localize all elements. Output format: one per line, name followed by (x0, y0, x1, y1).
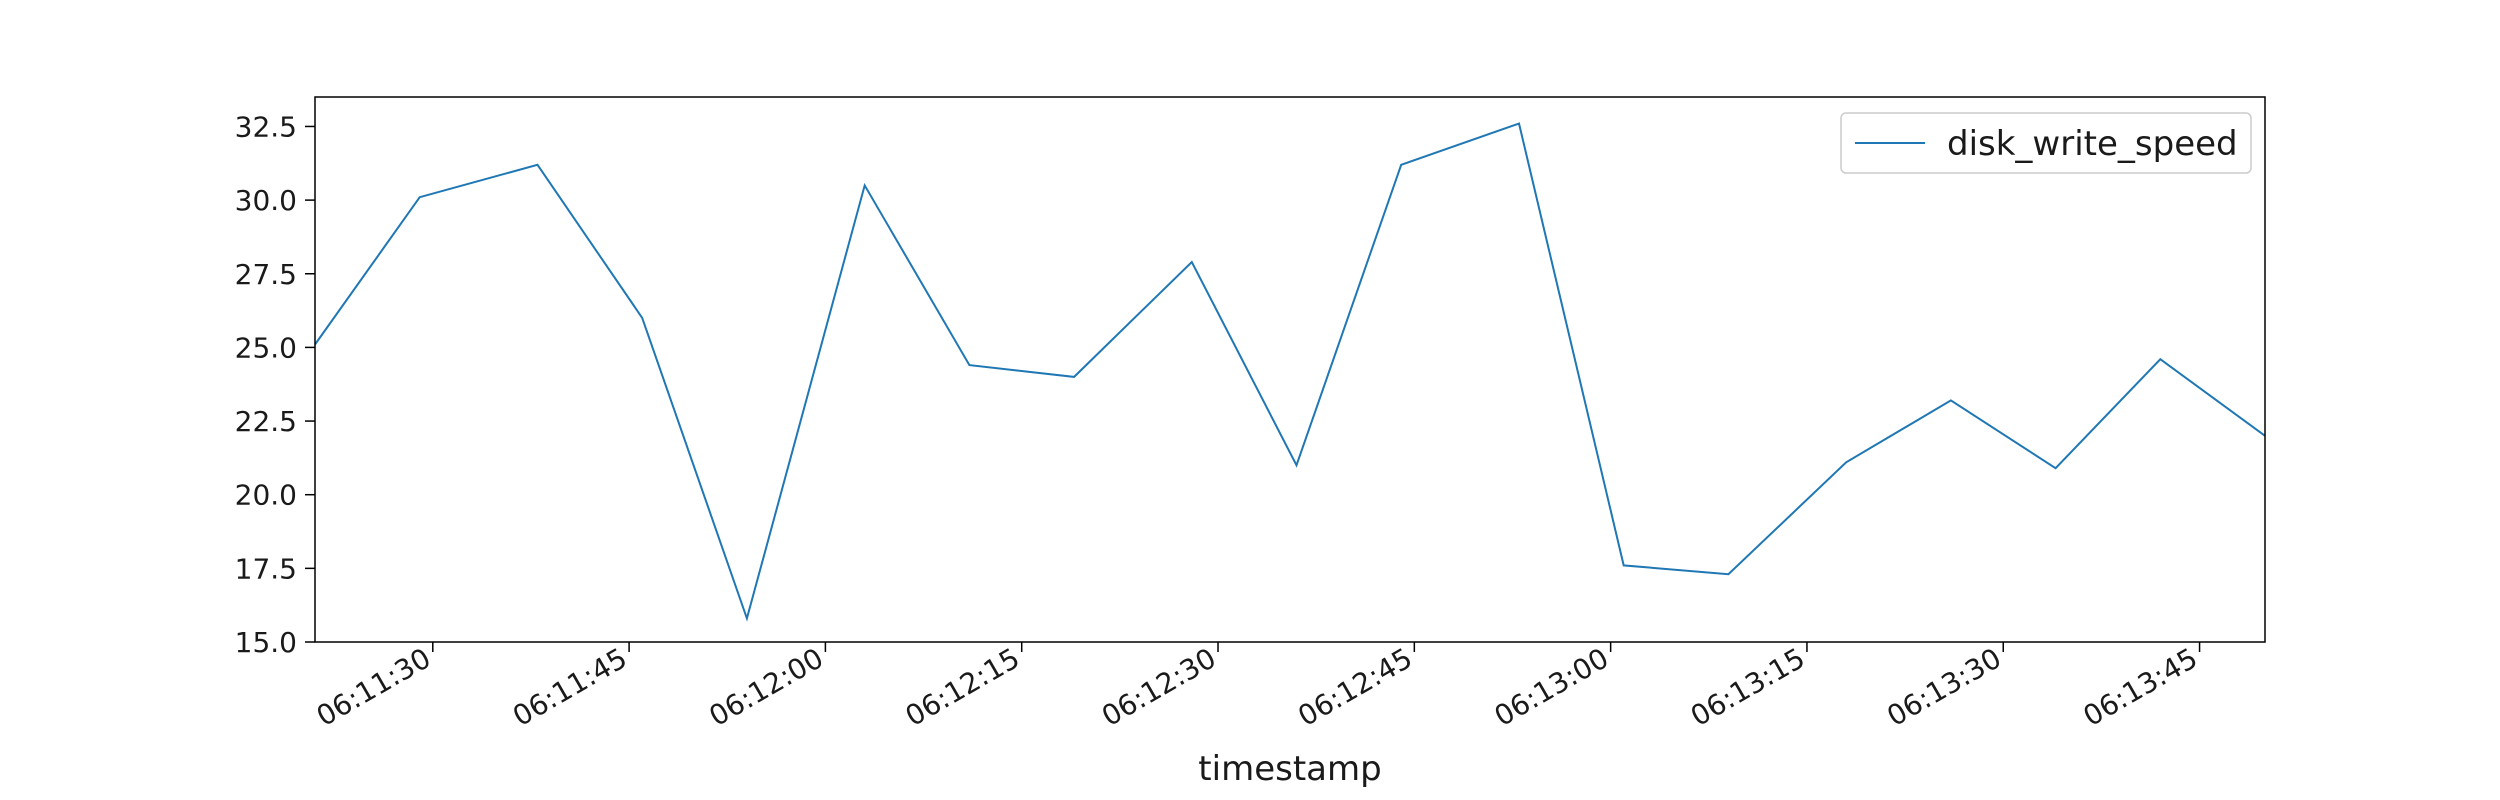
y-tick-label: 27.5 (235, 258, 297, 291)
legend-label: disk_write_speed (1947, 124, 2238, 164)
x-tick-label: 06:13:30 (1881, 641, 2006, 732)
x-tick-label: 06:11:45 (507, 641, 632, 732)
plot-frame (314, 96, 2266, 643)
x-tick-label: 06:12:30 (1096, 641, 1221, 732)
y-tick-label: 32.5 (235, 110, 297, 143)
legend-box (1840, 112, 2252, 174)
x-tick-label: 06:13:15 (1685, 641, 1810, 732)
x-tick-label: 06:12:00 (703, 641, 828, 732)
y-tick-label: 30.0 (235, 184, 297, 217)
x-tick-label: 06:12:45 (1292, 641, 1417, 732)
y-tick-label: 15.0 (235, 626, 297, 659)
y-tick-label: 25.0 (235, 331, 297, 364)
plot-background (315, 97, 2265, 642)
x-tick-label: 06:13:45 (2078, 641, 2203, 732)
x-tick-label: 06:13:00 (1489, 641, 1614, 732)
y-tick-label: 17.5 (235, 552, 297, 585)
y-tick-label: 22.5 (235, 405, 297, 438)
y-axis-ticks: 15.0 17.5 20.0 22.5 25.0 27.5 30.0 32.5 (235, 110, 315, 659)
x-axis-ticks: 06:11:30 06:11:45 06:12:00 06:12:15 06:12:30… (311, 641, 2203, 732)
x-tick-label: 06:12:15 (900, 641, 1025, 732)
x-tick-label: 06:11:30 (311, 641, 436, 732)
legend: disk_write_speed (1840, 112, 2252, 174)
x-axis-title: timestamp (1198, 749, 1381, 789)
y-tick-label: 20.0 (235, 479, 297, 512)
